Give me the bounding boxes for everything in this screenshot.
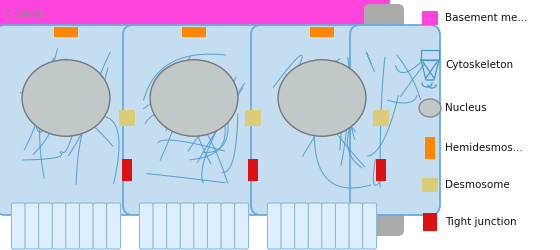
Bar [248,159,258,181]
Text: © Ghiotto: © Ghiotto [5,10,43,19]
Bar [310,27,334,37]
FancyBboxPatch shape [180,203,194,249]
Bar [422,11,438,25]
FancyBboxPatch shape [139,203,153,249]
Text: Desmosome: Desmosome [445,180,510,190]
Bar [122,159,132,181]
Text: Hemidesmos…: Hemidesmos… [445,143,523,153]
Bar [421,50,439,60]
FancyBboxPatch shape [235,203,249,249]
Text: Tight junction: Tight junction [445,217,517,227]
FancyBboxPatch shape [207,203,221,249]
FancyBboxPatch shape [80,203,94,249]
FancyBboxPatch shape [221,203,235,249]
Bar [422,178,438,192]
FancyBboxPatch shape [335,203,349,249]
Ellipse shape [22,60,110,136]
FancyBboxPatch shape [322,203,336,249]
FancyBboxPatch shape [194,203,208,249]
Bar [119,110,135,126]
FancyBboxPatch shape [349,203,363,249]
Ellipse shape [278,60,366,136]
FancyBboxPatch shape [362,203,376,249]
FancyBboxPatch shape [350,25,440,215]
Text: Nucleus: Nucleus [445,103,487,113]
FancyBboxPatch shape [11,203,25,249]
FancyBboxPatch shape [281,203,295,249]
Ellipse shape [419,99,441,117]
FancyBboxPatch shape [66,203,80,249]
FancyBboxPatch shape [52,203,66,249]
FancyBboxPatch shape [106,203,120,249]
FancyBboxPatch shape [93,203,107,249]
Bar [0,0,390,25]
Text: Cytoskeleton: Cytoskeleton [445,60,513,70]
Bar [423,213,437,231]
FancyBboxPatch shape [153,203,167,249]
FancyBboxPatch shape [167,203,181,249]
FancyBboxPatch shape [268,203,282,249]
Bar [54,27,78,37]
FancyBboxPatch shape [295,203,309,249]
FancyBboxPatch shape [123,25,265,215]
Bar [373,110,389,126]
Text: Basement me…: Basement me… [445,13,528,23]
Bar [182,27,206,37]
Bar [245,110,261,126]
FancyBboxPatch shape [25,203,39,249]
Bar [425,137,435,159]
Bar [376,159,386,181]
Ellipse shape [150,60,238,136]
FancyBboxPatch shape [0,25,137,215]
FancyBboxPatch shape [251,25,393,215]
FancyBboxPatch shape [364,4,404,236]
FancyBboxPatch shape [39,203,53,249]
FancyBboxPatch shape [308,203,322,249]
